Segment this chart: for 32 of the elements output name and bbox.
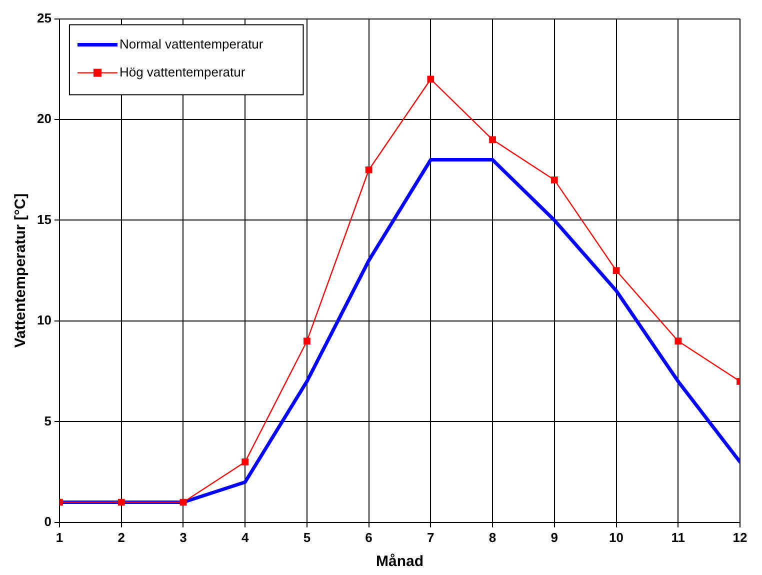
point [304, 338, 310, 345]
legend-label: Normal vattentemperatur [119, 36, 264, 52]
point [550, 176, 558, 184]
x-tick-label: 3 [180, 530, 187, 545]
x-tick-label: 12 [732, 530, 748, 545]
y-tick-label: 10 [36, 312, 52, 328]
point [489, 136, 496, 144]
point [118, 498, 125, 506]
x-tick-label: 9 [550, 530, 558, 545]
point [365, 166, 372, 174]
x-tick-label: 8 [488, 530, 496, 545]
x-tick-label: 7 [427, 530, 434, 545]
point [427, 76, 434, 83]
point [612, 267, 620, 274]
y-tick-label: 25 [36, 10, 52, 26]
x-tick-label: 1 [56, 530, 64, 545]
y-tick-label: 20 [36, 111, 52, 126]
y-tick-label: 15 [36, 212, 52, 227]
point [674, 338, 682, 345]
y-axis-title: Vattentemperatur [°C] [12, 193, 30, 348]
point [180, 498, 187, 506]
y-tick-label: 5 [44, 413, 52, 428]
x-tick-label: 6 [365, 530, 372, 545]
point [242, 458, 248, 466]
x-tick-label: 11 [671, 530, 686, 545]
x-axis-title: Månad [376, 553, 424, 570]
legend-label: Hög vattentemperatur [119, 64, 246, 80]
y-tick-label: 0 [44, 514, 52, 529]
x-tick-label: 2 [118, 530, 125, 545]
x-tick-label: 4 [241, 530, 250, 545]
x-tick-label: 5 [303, 530, 311, 545]
x-tick-label: 10 [609, 530, 624, 545]
